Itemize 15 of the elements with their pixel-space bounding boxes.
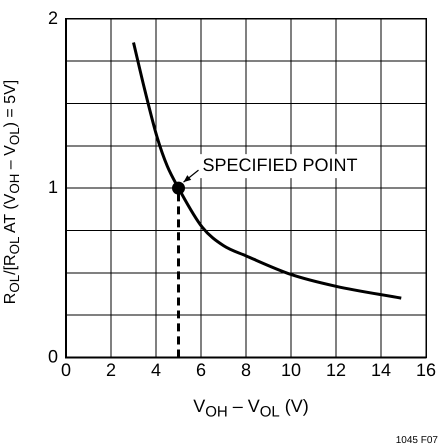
x-tick-label: 12 — [326, 360, 346, 380]
x-tick-label: 16 — [416, 360, 436, 380]
x-axis-title: V$_{OH}$ – V$_{OL}$ (V) — [192, 396, 310, 421]
annotation: SPECIFIED POINT — [202, 155, 358, 176]
x-tick-label: 8 — [241, 360, 252, 380]
x-tick-label: 14 — [370, 360, 392, 380]
x-tick-label: 0 — [61, 360, 72, 380]
y-tick-label: 2 — [48, 8, 58, 28]
x-tick-label: 4 — [151, 360, 162, 380]
x-tick-label: 10 — [280, 360, 302, 380]
text: 1045 F07 — [396, 434, 438, 446]
y-tick-label: 0 — [48, 346, 58, 366]
x-tick-label: 6 — [196, 360, 206, 380]
y-tick-label: 1 — [48, 177, 58, 198]
x-tick-label: 2 — [106, 360, 116, 380]
